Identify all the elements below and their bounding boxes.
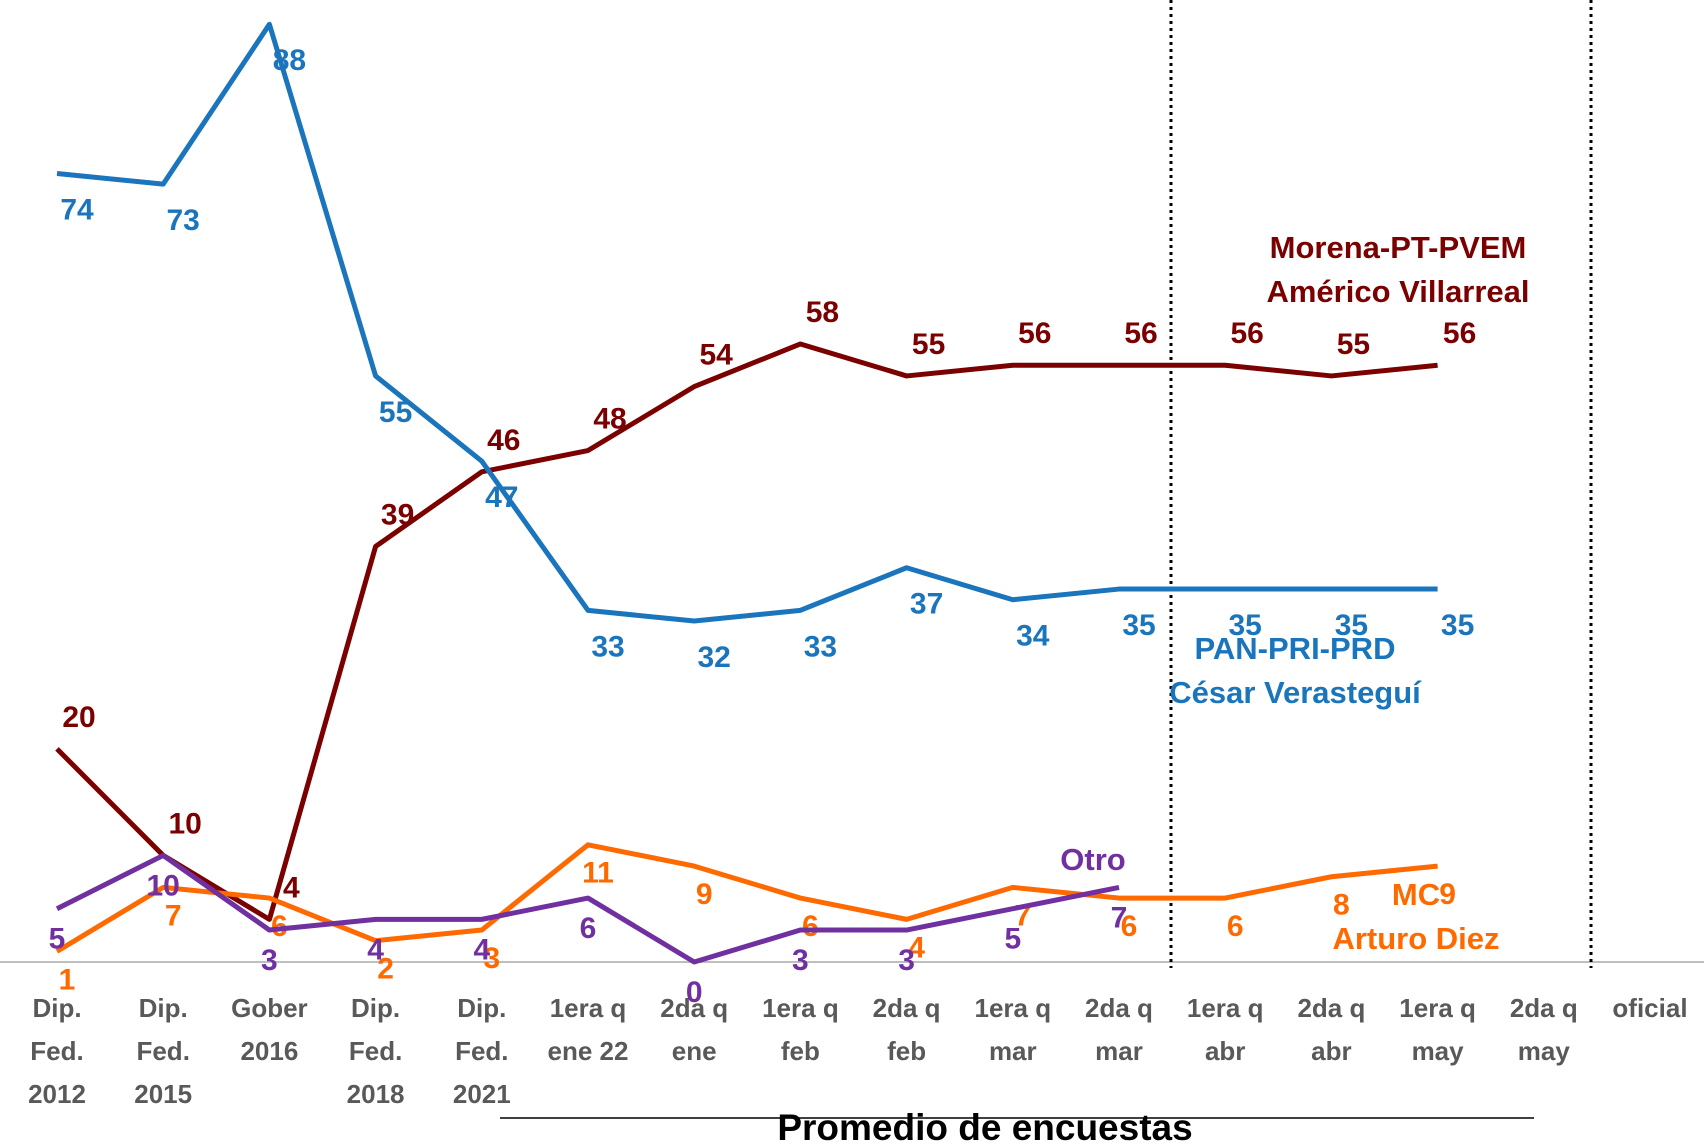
- data-label: 39: [381, 498, 414, 531]
- data-label: 4: [283, 871, 300, 904]
- x-tick-label: oficial: [1612, 993, 1687, 1023]
- data-label: 33: [591, 630, 624, 663]
- data-label: 56: [1018, 317, 1051, 350]
- series-line: [56, 21, 1438, 624]
- data-label: 3: [898, 944, 915, 977]
- x-tick-label: Dip. Fed. 2012: [28, 993, 86, 1109]
- data-label: 33: [804, 630, 837, 663]
- x-tick-label: Dip. Fed. 2015: [134, 993, 192, 1109]
- data-label: 56: [1124, 317, 1157, 350]
- data-label: 5: [1004, 923, 1021, 956]
- x-tick-label: 2da q may: [1510, 993, 1578, 1066]
- data-label: 10: [169, 807, 202, 840]
- data-label: 56: [1231, 317, 1264, 350]
- data-label: 74: [60, 193, 94, 226]
- data-label: 7: [1111, 901, 1128, 934]
- data-label: 55: [1337, 328, 1370, 361]
- x-tick-label: Dip. Fed. 2021: [453, 993, 511, 1109]
- data-label: 35: [1122, 609, 1155, 642]
- data-label: 48: [593, 402, 626, 435]
- x-tick-label: Gober 2016: [231, 993, 308, 1066]
- data-label: 35: [1335, 609, 1368, 642]
- data-label: 47: [485, 481, 518, 514]
- x-tick-label: 2da q ene: [660, 993, 728, 1066]
- data-label: 4: [908, 931, 925, 964]
- data-label: 88: [273, 44, 306, 77]
- x-tick-label: 2da q abr: [1297, 993, 1365, 1066]
- data-label: 2: [377, 953, 394, 986]
- data-label: 7: [165, 899, 182, 932]
- data-label: 35: [1441, 609, 1474, 642]
- x-tick-label: Dip. Fed. 2018: [347, 993, 405, 1109]
- data-label: 5: [49, 923, 66, 956]
- data-label: 9: [1439, 878, 1456, 911]
- data-label: 55: [379, 396, 412, 429]
- data-label: 73: [167, 204, 200, 237]
- data-label: 11: [582, 857, 614, 890]
- x-tick-label: 1era q mar: [974, 993, 1051, 1066]
- data-label: 6: [1121, 910, 1138, 943]
- data-label: 20: [62, 701, 95, 734]
- x-axis-label: Promedio de encuestas: [777, 1107, 1192, 1148]
- data-label: 35: [1229, 609, 1262, 642]
- data-label: 6: [580, 912, 597, 945]
- x-tick-label: 1era q feb: [762, 993, 839, 1066]
- data-label: 0: [686, 976, 703, 1009]
- data-label: 6: [802, 910, 819, 943]
- data-label: 6: [1227, 910, 1244, 943]
- data-label: 34: [1016, 620, 1050, 653]
- data-label: 1: [59, 963, 76, 996]
- x-tick-label: 1era q ene 22: [548, 993, 629, 1066]
- x-tick-label: 1era q may: [1399, 993, 1476, 1066]
- data-label: 56: [1443, 317, 1476, 350]
- x-tick-label: 1era q abr: [1187, 993, 1264, 1066]
- series-line: [55, 852, 1120, 965]
- data-label: 3: [483, 942, 500, 975]
- series-line: [55, 341, 1438, 922]
- series-name: MC Arturo Diez: [1332, 877, 1499, 956]
- data-label: 8: [1333, 889, 1350, 922]
- data-label: 10: [147, 869, 180, 902]
- series-line: [55, 842, 1438, 954]
- data-label: 37: [910, 588, 943, 621]
- x-tick-label: 2da q feb: [873, 993, 941, 1066]
- data-label: 54: [700, 339, 734, 372]
- data-label: 3: [792, 944, 809, 977]
- data-label: 58: [806, 296, 839, 329]
- data-label: 32: [698, 641, 731, 674]
- series-name: Otro: [1060, 842, 1125, 877]
- data-label: 3: [261, 944, 278, 977]
- data-label: 4: [367, 933, 384, 966]
- data-label: 6: [271, 910, 288, 943]
- data-label: 55: [912, 328, 945, 361]
- series-name: PAN-PRI-PRD César Verasteguí: [1169, 631, 1422, 710]
- data-label: 9: [696, 878, 713, 911]
- data-label: 46: [487, 424, 520, 457]
- x-tick-label: 2da q mar: [1085, 993, 1153, 1066]
- series-name: Morena-PT-PVEM Américo Villarreal: [1266, 230, 1529, 309]
- data-label: 4: [473, 933, 490, 966]
